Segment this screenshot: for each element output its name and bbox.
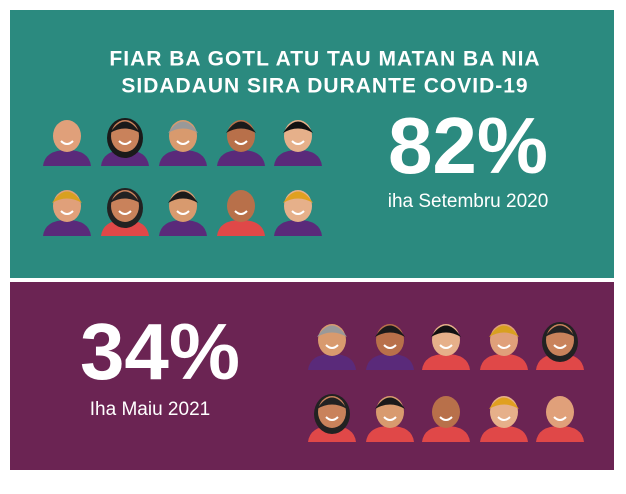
head — [53, 120, 81, 152]
title-line: FIAR BA GOTL ATU TAU MATAN BA NIA — [109, 48, 540, 71]
percentage: 82% — [388, 101, 548, 190]
page: FIAR BA GOTL ATU TAU MATAN BA NIA SIDADA… — [0, 0, 626, 494]
head — [432, 396, 460, 428]
percentage: 34% — [80, 307, 240, 396]
head — [546, 396, 574, 428]
infographic: FIAR BA GOTL ATU TAU MATAN BA NIA SIDADA… — [0, 0, 626, 494]
head — [227, 190, 255, 222]
caption: Iha Maiu 2021 — [90, 399, 210, 420]
caption: iha Setembru 2020 — [388, 191, 549, 212]
title-line: SIDADAUN SIRA DURANTE COVID-19 — [121, 75, 528, 98]
